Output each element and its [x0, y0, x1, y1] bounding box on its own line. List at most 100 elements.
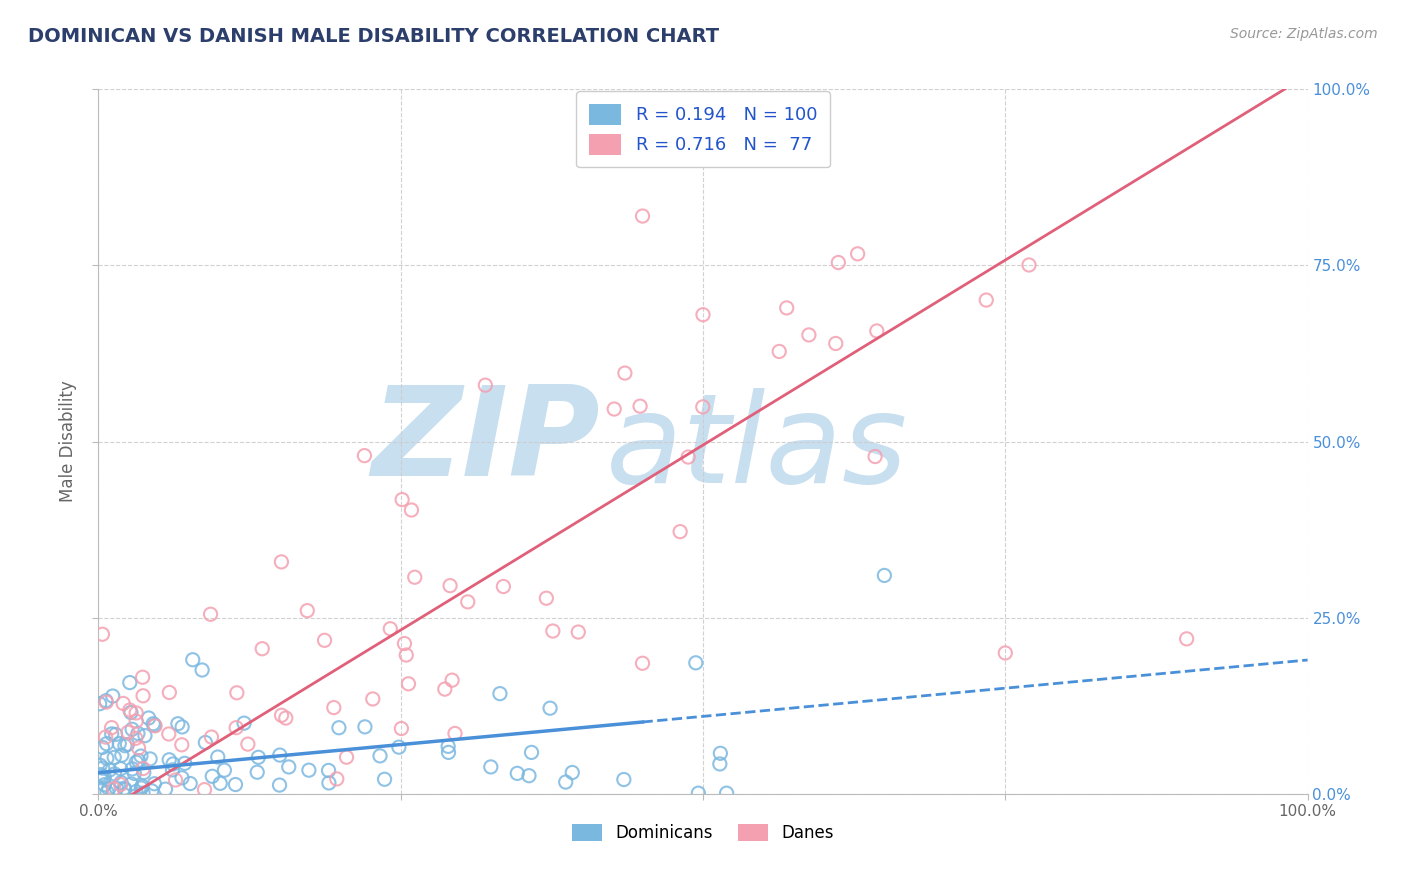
Point [994, 646, 1017, 660]
Point [131, 670, 153, 684]
Point [538, 701, 561, 715]
Point [110, 777, 132, 791]
Point [91, 761, 114, 775]
Point [631, 657, 654, 671]
Point [125, 756, 148, 770]
Point [716, 786, 738, 800]
Point [170, 771, 193, 785]
Point [250, 641, 273, 656]
Point [368, 748, 391, 763]
Point [437, 739, 460, 754]
Point [846, 247, 869, 261]
Point [90, 769, 112, 783]
Point [200, 730, 222, 744]
Point [132, 762, 155, 776]
Point [603, 402, 626, 417]
Point [97, 781, 120, 796]
Point [318, 776, 340, 790]
Point [132, 689, 155, 703]
Point [506, 766, 529, 780]
Point [1175, 632, 1198, 646]
Point [613, 366, 636, 380]
Point [797, 327, 820, 342]
Point [91, 740, 114, 755]
Point [103, 781, 125, 796]
Point [90, 767, 112, 781]
Point [827, 255, 849, 269]
Point [93, 778, 115, 792]
Point [225, 686, 247, 700]
Point [353, 449, 375, 463]
Point [143, 719, 166, 733]
Point [688, 786, 710, 800]
Point [224, 778, 246, 792]
Point [274, 711, 297, 725]
Point [457, 595, 479, 609]
Point [209, 776, 232, 790]
Point [873, 568, 896, 582]
Point [128, 741, 150, 756]
Text: ZIP: ZIP [371, 381, 600, 502]
Point [132, 765, 155, 780]
Point [143, 777, 166, 791]
Point [394, 636, 416, 650]
Point [139, 752, 162, 766]
Point [474, 378, 496, 392]
Point [439, 579, 461, 593]
Point [89, 758, 111, 772]
Point [200, 607, 222, 622]
Point [318, 764, 340, 778]
Point [162, 756, 184, 771]
Point [479, 760, 502, 774]
Point [685, 656, 707, 670]
Point [104, 767, 127, 781]
Point [167, 716, 190, 731]
Point [297, 604, 319, 618]
Point [335, 750, 357, 764]
Point [138, 711, 160, 725]
Point [225, 721, 247, 735]
Point [692, 400, 714, 414]
Text: DOMINICAN VS DANISH MALE DISABILITY CORRELATION CHART: DOMINICAN VS DANISH MALE DISABILITY CORR… [28, 27, 720, 45]
Point [395, 648, 418, 662]
Point [326, 772, 349, 786]
Point [112, 781, 135, 796]
Point [374, 772, 396, 787]
Point [114, 739, 136, 753]
Point [132, 786, 155, 800]
Point [101, 689, 124, 703]
Point [120, 777, 142, 791]
Point [613, 772, 636, 787]
Point [388, 740, 411, 755]
Point [179, 776, 201, 790]
Point [127, 726, 149, 740]
Point [170, 738, 193, 752]
Point [118, 675, 141, 690]
Point [124, 766, 146, 780]
Point [567, 625, 589, 640]
Point [437, 745, 460, 759]
Point [433, 682, 456, 697]
Point [89, 697, 111, 711]
Legend: Dominicans, Danes: Dominicans, Danes [565, 817, 841, 849]
Point [401, 503, 423, 517]
Point [91, 627, 114, 641]
Point [536, 591, 558, 606]
Point [141, 784, 163, 798]
Point [201, 769, 224, 783]
Point [489, 687, 512, 701]
Point [117, 725, 139, 739]
Point [246, 765, 269, 780]
Point [207, 750, 229, 764]
Point [541, 624, 564, 638]
Point [561, 765, 583, 780]
Point [193, 782, 215, 797]
Point [692, 308, 714, 322]
Point [492, 580, 515, 594]
Point [96, 751, 118, 765]
Point [554, 775, 576, 789]
Point [298, 763, 321, 777]
Point [93, 770, 115, 784]
Point [709, 756, 731, 771]
Point [866, 324, 889, 338]
